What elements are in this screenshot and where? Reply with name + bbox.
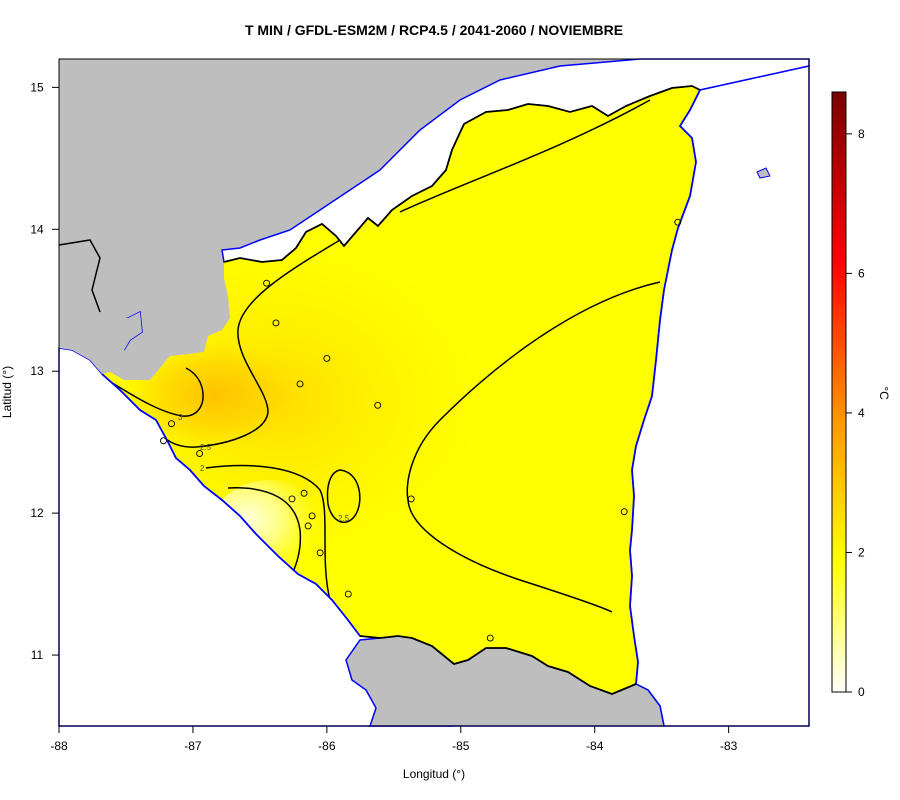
contour-2.5-west-loop (159, 239, 341, 448)
colorbar-tick-label: 2 (858, 545, 865, 559)
stations-layer (160, 218, 682, 642)
station-marker (316, 549, 324, 557)
costa-rica-border (359, 635, 637, 695)
y-tick-label: 12 (30, 506, 44, 520)
station-marker (620, 508, 628, 516)
colorbar-ticks: 0 2 4 6 8 (846, 127, 865, 699)
x-tick-label: -86 (318, 739, 336, 753)
colorbar-unit: °C (877, 386, 891, 400)
station-marker (674, 218, 682, 226)
contour-2.5-south (205, 464, 331, 601)
colorbar-tick-label: 4 (858, 406, 865, 420)
y-tick-label: 14 (30, 222, 44, 236)
station-marker (304, 522, 312, 530)
contour-2-south (227, 487, 302, 576)
x-tick-label: -85 (452, 739, 470, 753)
station-marker (196, 450, 204, 457)
pacific-coastline (101, 373, 361, 637)
station-marker (308, 512, 316, 520)
map-title: T MIN / GFDL-ESM2M / RCP4.5 / 2041-2060 … (245, 22, 623, 38)
station-marker (296, 380, 304, 388)
honduras-border (58, 239, 101, 313)
colorbar-tick-label: 8 (858, 127, 865, 141)
station-marker (323, 354, 331, 362)
station-marker (288, 495, 296, 503)
y-tick-label: 11 (31, 648, 44, 662)
corn-island (756, 167, 771, 179)
contour-label-3: 3 (178, 413, 183, 422)
contour-2.5-center-loop (326, 469, 361, 524)
x-tick-label: -84 (586, 739, 604, 753)
station-marker (407, 495, 415, 503)
hot-area-northwest (125, 340, 305, 450)
station-marker (263, 279, 271, 287)
honduras-land (59, 240, 150, 380)
colorbar-tick-label: 0 (858, 685, 865, 699)
station-marker (272, 319, 280, 327)
x-axis: -88 -87 -86 -85 -84 -83 (50, 726, 738, 753)
colorbar-tick-label: 6 (858, 266, 865, 280)
station-marker (374, 401, 382, 409)
y-tick-label: 15 (30, 80, 44, 94)
contour-label-2: 2 (200, 464, 205, 473)
y-tick-label: 13 (30, 364, 44, 378)
station-marker (168, 420, 175, 428)
y-axis-label: Latitud (°) (0, 366, 14, 418)
station-marker (300, 489, 308, 497)
colorbar (831, 91, 847, 693)
x-tick-label: -88 (50, 739, 68, 753)
contour-2-east (406, 281, 661, 613)
x-tick-label: -83 (720, 739, 738, 753)
plot-frame (58, 58, 810, 727)
station-marker (344, 590, 352, 598)
contour-label-2.5: 2.5 (200, 443, 212, 452)
caribbean-coastline (629, 89, 701, 685)
station-marker (160, 437, 167, 445)
contour-2-north (399, 99, 651, 213)
contour-label-2.5-center: 2.5 (338, 514, 350, 523)
contour-3-hotspot (103, 367, 204, 417)
y-axis: 11 12 13 14 15 (30, 80, 59, 662)
station-marker (486, 634, 494, 642)
x-axis-label: Longitud (°) (403, 767, 465, 781)
country-border (223, 85, 701, 263)
x-tick-label: -87 (184, 739, 202, 753)
